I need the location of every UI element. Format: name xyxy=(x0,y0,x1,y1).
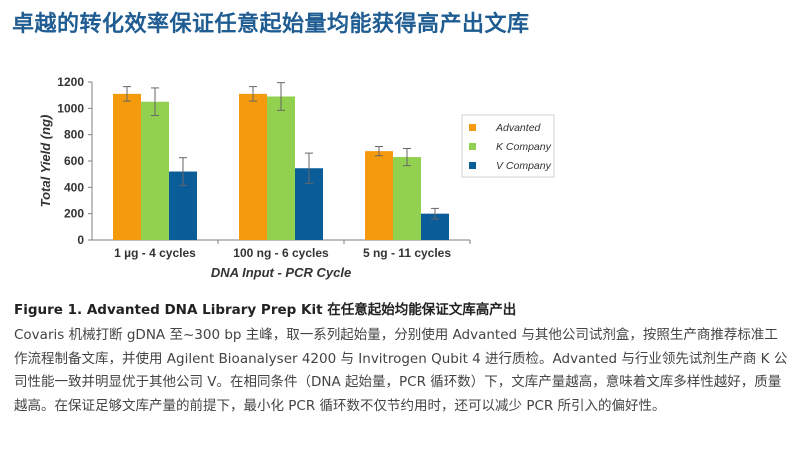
bar-k-company xyxy=(393,157,421,240)
y-tick-label: 0 xyxy=(77,233,84,247)
x-axis-title: DNA Input - PCR Cycle xyxy=(211,265,351,280)
y-tick-label: 800 xyxy=(64,128,84,142)
legend-label: Advanted xyxy=(495,122,542,134)
bar-advanted xyxy=(365,151,393,240)
y-tick-label: 400 xyxy=(64,180,84,194)
y-tick-label: 600 xyxy=(64,154,84,168)
y-tick-label: 200 xyxy=(64,207,84,221)
bar-k-company xyxy=(141,101,169,240)
bar-chart: 0 200 400 600 800 1000 1200 Total Yield (ng) 1 µ… xyxy=(38,75,555,280)
legend-label: V Company xyxy=(496,160,552,172)
bar-advanted xyxy=(239,93,267,240)
figure-description: Covaris 机械打断 gDNA 至~300 bp 主峰，取一系列起始量，分别… xyxy=(14,327,788,414)
legend-swatch xyxy=(469,162,476,169)
x-tick-label: 100 ng - 6 cycles xyxy=(233,246,329,260)
x-tick-label: 5 ng - 11 cycles xyxy=(363,246,451,260)
bar-k-company xyxy=(267,96,295,240)
legend-label: K Company xyxy=(496,141,552,153)
legend-box xyxy=(461,114,555,178)
y-axis-title: Total Yield (ng) xyxy=(38,115,53,208)
y-tick-label: 1200 xyxy=(57,75,84,89)
page-title: 卓越的转化效率保证任意起始量均能获得高产出文库 xyxy=(12,12,530,37)
bar-advanted xyxy=(113,93,141,240)
legend-swatch xyxy=(469,124,476,131)
figure-caption: Figure 1. Advanted DNA Library Prep Kit … xyxy=(14,302,517,318)
x-tick-label: 1 µg - 4 cycles xyxy=(114,246,196,260)
legend-swatch xyxy=(469,143,476,150)
y-tick-label: 1000 xyxy=(57,101,84,115)
